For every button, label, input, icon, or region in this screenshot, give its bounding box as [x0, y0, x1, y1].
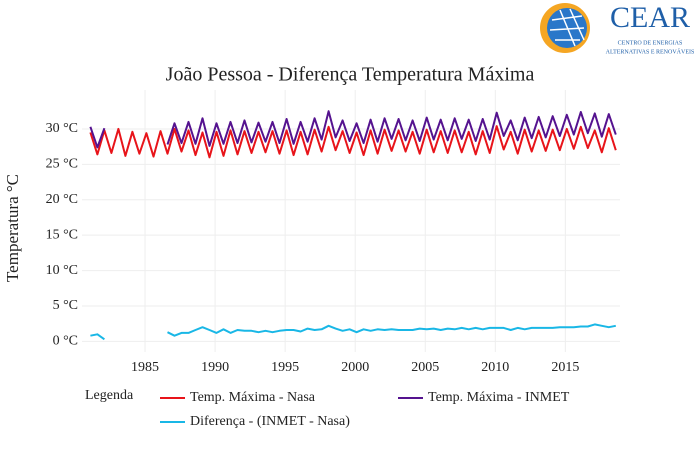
series-line — [89, 110, 617, 149]
series-line — [89, 125, 617, 159]
logo-line: ALTERNATIVAS E RENOVÁVEIS — [606, 47, 695, 55]
y-tick-label: 5 °C — [53, 298, 78, 313]
y-tick-label: 25 °C — [46, 157, 78, 172]
legend-label: Diferença - (INMET - Nasa) — [190, 414, 350, 429]
logo-line: CENTRO DE ENERGIAS — [618, 40, 683, 46]
legend-label: Temp. Máxima - INMET — [428, 390, 570, 405]
x-tick-label: 1995 — [271, 360, 299, 375]
logo-name: CEAR — [610, 1, 690, 34]
legend-label: Temp. Máxima - Nasa — [190, 390, 316, 405]
y-tick-label: 30 °C — [46, 121, 78, 136]
chart-title: João Pessoa - Diferença Temperatura Máxi… — [166, 64, 535, 86]
x-tick-label: 2015 — [551, 360, 579, 375]
x-tick-label: 2010 — [481, 360, 509, 375]
y-axis-title: Temperatura °C — [3, 174, 22, 282]
x-tick-label: 1985 — [131, 360, 159, 375]
x-tick-label: 1990 — [201, 360, 229, 375]
y-tick-label: 20 °C — [46, 192, 78, 207]
series-line — [90, 323, 616, 341]
logo: CEAR CENTRO DE ENERGIAS ALTERNATIVAS E R… — [540, 1, 694, 55]
y-tick-label: 0 °C — [53, 334, 78, 349]
legend-title: Legenda — [85, 388, 134, 403]
x-tick-label: 2000 — [341, 360, 369, 375]
y-tick-label: 15 °C — [46, 227, 78, 242]
logo-grid — [549, 8, 585, 47]
y-tick-label: 10 °C — [46, 263, 78, 278]
grid — [82, 90, 620, 352]
x-tick-label: 2005 — [411, 360, 439, 375]
